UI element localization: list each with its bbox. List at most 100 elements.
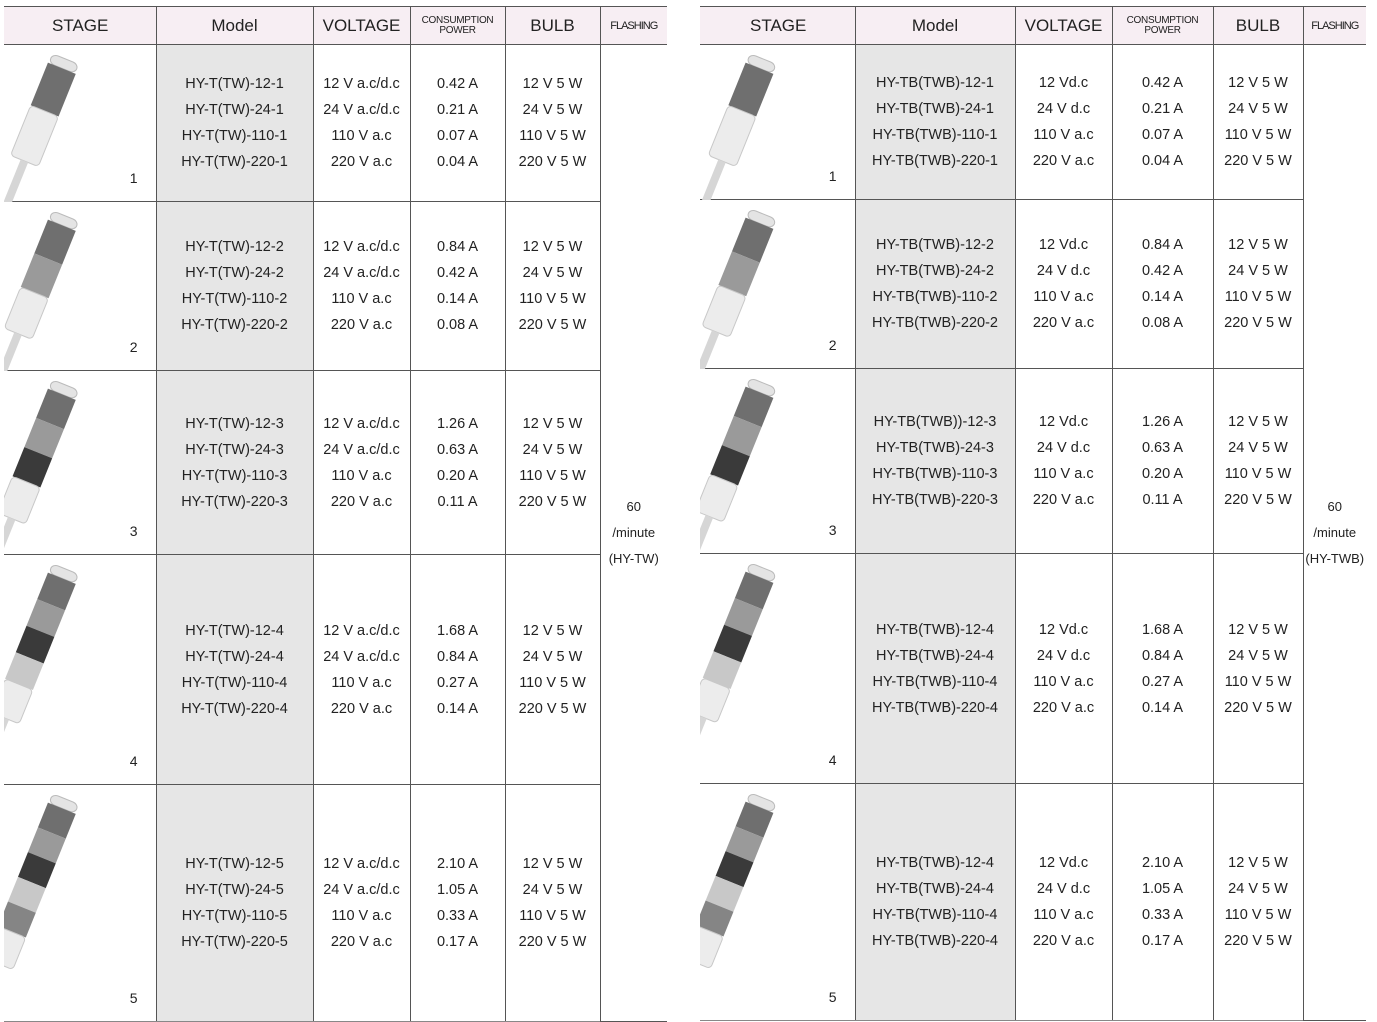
power-line: 0.07 A [1113, 122, 1213, 148]
voltages-line: 24 V d.c [1016, 96, 1112, 122]
flashing-cell: 60/minute(HY-TW) [600, 45, 667, 1022]
header-voltage: VOLTAGE [313, 7, 410, 45]
power-line: 0.27 A [411, 670, 505, 696]
bulbs-line: 220 V 5 W [1214, 487, 1303, 513]
bulbs-line: 220 V 5 W [506, 929, 600, 955]
power-line: 1.05 A [1113, 876, 1213, 902]
voltages-line: 110 V a.c [314, 463, 410, 489]
power-line: 0.84 A [1113, 643, 1213, 669]
models-line: HY-T(TW)-24-5 [157, 877, 313, 903]
voltages-line: 220 V a.c [314, 929, 410, 955]
voltages-line: 110 V a.c [1016, 669, 1112, 695]
voltages-line: 220 V a.c [314, 696, 410, 722]
voltages-line: 110 V a.c [314, 286, 410, 312]
voltages-line: 24 V d.c [1016, 643, 1112, 669]
stage-number: 1 [130, 165, 138, 191]
signal-tower-lamp-image [700, 784, 815, 1021]
header-model: Model [156, 7, 313, 45]
power-line: 0.04 A [411, 149, 505, 175]
bulbs-line: 220 V 5 W [506, 489, 600, 515]
voltages-line: 12 V a.c/d.c [314, 618, 410, 644]
stage-cell: 3 [4, 371, 156, 555]
power-line: 0.63 A [1113, 435, 1213, 461]
voltages-line: 220 V a.c [1016, 695, 1112, 721]
power-line: 2.10 A [1113, 850, 1213, 876]
power-line: 0.17 A [1113, 928, 1213, 954]
flashing-cell: 60/minute(HY-TWB) [1303, 45, 1366, 1021]
models-line: HY-TB(TWB)-110-4 [856, 669, 1015, 695]
stage-number: 1 [829, 163, 837, 189]
power-line: 0.08 A [411, 312, 505, 338]
stage-number: 3 [130, 518, 138, 544]
models-line: HY-TB(TWB)-12-2 [856, 232, 1015, 258]
power-line: 0.42 A [411, 260, 505, 286]
power-line: 2.10 A [411, 851, 505, 877]
models-line: HY-TB(TWB)-220-4 [856, 928, 1015, 954]
signal-tower-lamp-image [700, 45, 815, 200]
stage-cell: 5 [4, 785, 156, 1022]
header-flashing: FLASHING [1303, 7, 1366, 45]
power-line: 0.14 A [411, 696, 505, 722]
bulbs-line: 110 V 5 W [506, 286, 600, 312]
models-line: HY-T(TW)-12-3 [157, 411, 313, 437]
power-line: 0.07 A [411, 123, 505, 149]
stage-cell: 2 [700, 200, 855, 369]
bulbs-line: 24 V 5 W [1214, 435, 1303, 461]
bulbs-line: 24 V 5 W [506, 97, 600, 123]
stage-cell: 4 [700, 554, 855, 784]
header-voltage: VOLTAGE [1015, 7, 1112, 45]
header-model: Model [855, 7, 1015, 45]
models-line: HY-T(TW)-220-5 [157, 929, 313, 955]
bulbs-line: 12 V 5 W [1214, 232, 1303, 258]
voltages-line: 110 V a.c [1016, 461, 1112, 487]
models-line: HY-TB(TWB)-110-2 [856, 284, 1015, 310]
voltages-line: 110 V a.c [1016, 284, 1112, 310]
header-stage: STAGE [700, 7, 855, 45]
models-line: HY-T(TW)-24-3 [157, 437, 313, 463]
voltages-line: 110 V a.c [1016, 122, 1112, 148]
stage-number: 2 [829, 332, 837, 358]
bulbs-line: 12 V 5 W [506, 71, 600, 97]
signal-tower-lamp-image [700, 369, 815, 554]
signal-tower-lamp-image [700, 200, 815, 369]
models-line: HY-T(TW)-220-1 [157, 149, 313, 175]
stage-cell: 1 [4, 45, 156, 202]
models-line: HY-T(TW)-220-4 [157, 696, 313, 722]
power-line: 0.63 A [411, 437, 505, 463]
models-line: HY-T(TW)-110-3 [157, 463, 313, 489]
power-line: 0.14 A [1113, 695, 1213, 721]
flashing-line: 60 [601, 494, 668, 520]
power-line: 0.42 A [1113, 258, 1213, 284]
header-flashing: FLASHING [600, 7, 667, 45]
signal-tower-lamp-image [4, 45, 116, 202]
bulbs-line: 220 V 5 W [506, 149, 600, 175]
voltages-line: 220 V a.c [1016, 487, 1112, 513]
voltages-line: 12 V a.c/d.c [314, 234, 410, 260]
signal-tower-lamp-image [4, 202, 116, 371]
stage-number: 4 [130, 748, 138, 774]
voltages-line: 110 V a.c [1016, 902, 1112, 928]
voltages-line: 12 Vd.c [1016, 617, 1112, 643]
bulbs-line: 110 V 5 W [1214, 461, 1303, 487]
power-line: 0.27 A [1113, 669, 1213, 695]
bulbs-line: 12 V 5 W [506, 234, 600, 260]
header-bulb: BULB [505, 7, 600, 45]
stage-number: 5 [829, 984, 837, 1010]
voltages-line: 12 V a.c/d.c [314, 851, 410, 877]
power-line: 0.42 A [411, 71, 505, 97]
bulbs-line: 12 V 5 W [1214, 850, 1303, 876]
